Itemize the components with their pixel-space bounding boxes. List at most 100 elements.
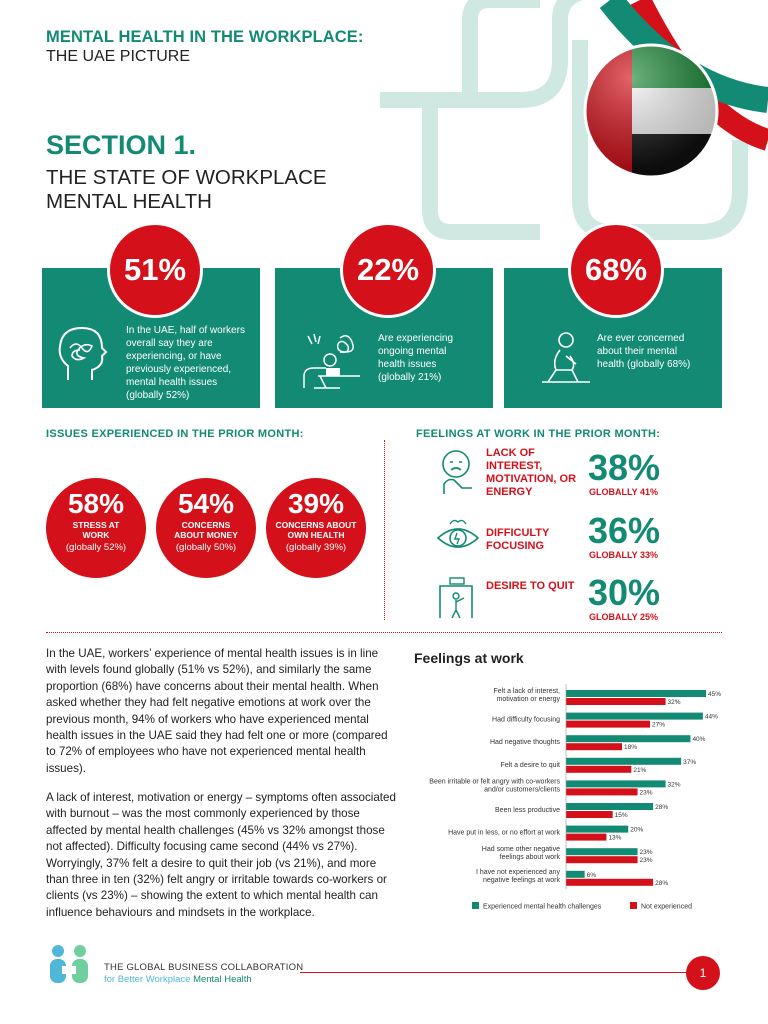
feeling-value: 38% xyxy=(588,447,661,488)
issue-label: STRESS AT WORK xyxy=(72,520,120,540)
feelings-heading: FEELINGS AT WORK IN THE PRIOR MONTH: xyxy=(416,428,661,440)
org-tagline: for Better Workplace Mental Health xyxy=(104,974,252,985)
feeling-label: DIFFICULTY FOCUSING xyxy=(486,527,550,552)
bar-value-label: 15% xyxy=(615,812,628,819)
category-label: I have not experienced any negative feeli… xyxy=(476,869,561,884)
category-label: Had difficulty focusing xyxy=(492,717,560,724)
issue-stress: 58% STRESS AT WORK (globally 52%) xyxy=(46,478,146,578)
body-paragraph-1: In the UAE, workers’ experience of menta… xyxy=(46,647,388,775)
legend-swatch xyxy=(630,902,637,909)
bar-value-label: 32% xyxy=(668,781,681,788)
uae-flag-ball-icon xyxy=(583,43,719,179)
bar-experienced xyxy=(566,712,703,720)
footer-line xyxy=(300,972,692,973)
issue-global: (globally 39%) xyxy=(285,542,347,553)
category-label: Felt a desire to quit xyxy=(500,762,560,769)
tired-person-icon xyxy=(442,450,472,494)
bar-value-label: 37% xyxy=(683,759,696,766)
issue-label: CONCERNS ABOUT OWN HEALTH xyxy=(275,520,357,540)
issue-label: CONCERNS ABOUT MONEY xyxy=(174,520,238,540)
issues-heading: ISSUES EXPERIENCED IN THE PRIOR MONTH: xyxy=(46,428,304,440)
bar-value-label: 45% xyxy=(708,691,721,698)
org-tagline-part-a: for Better Workplace xyxy=(104,974,191,985)
bar-value-label: 23% xyxy=(640,849,653,856)
bar-experienced xyxy=(566,735,691,743)
feeling-value: 36% xyxy=(588,510,661,551)
category-label: Have put in less, or no effort at work xyxy=(448,830,560,837)
category-label: Had some other negative feelings about wo… xyxy=(482,846,561,861)
exit-door-icon xyxy=(439,577,473,619)
bar-not-experienced xyxy=(566,765,632,773)
legend-label: Experienced mental health challenges xyxy=(483,904,602,911)
document-subtitle: THE UAE PICTURE xyxy=(46,48,191,65)
issue-health: 39% CONCERNS ABOUT OWN HEALTH (globally … xyxy=(266,478,366,578)
section-title: THE STATE OF WORKPLACE MENTAL HEALTH xyxy=(46,166,327,213)
stat-value-2: 22% xyxy=(340,222,436,318)
org-name: THE GLOBAL BUSINESS COLLABORATION xyxy=(104,962,304,973)
bar-experienced xyxy=(566,803,654,810)
feeling-label: LACK OF INTEREST, MOTIVATION, OR ENERGY xyxy=(486,447,577,498)
section-number: SECTION 1. xyxy=(46,130,197,160)
feeling-global: GLOBALLY 25% xyxy=(589,612,659,622)
issue-value: 39% xyxy=(287,488,345,519)
stat-value-3: 68% xyxy=(568,222,664,318)
bar-experienced xyxy=(566,780,666,788)
bar-not-experienced xyxy=(566,720,650,728)
bar-value-label: 20% xyxy=(630,827,643,834)
issue-global: (globally 50%) xyxy=(175,542,237,553)
bar-not-experienced xyxy=(566,856,638,864)
feeling-global: GLOBALLY 33% xyxy=(589,550,659,560)
bar-value-label: 40% xyxy=(692,736,705,743)
bar-value-label: 18% xyxy=(624,744,637,751)
bar-not-experienced xyxy=(566,833,607,841)
bar-value-label: 28% xyxy=(655,880,668,887)
issue-money: 54% CONCERNS ABOUT MONEY (globally 50%) xyxy=(156,478,256,578)
bar-value-label: 13% xyxy=(608,835,621,842)
bar-experienced xyxy=(566,757,682,765)
eye-icon xyxy=(436,519,480,548)
bar-value-label: 44% xyxy=(705,714,718,721)
issue-global: (globally 52%) xyxy=(65,542,127,553)
bar-experienced xyxy=(566,825,629,833)
bar-value-label: 28% xyxy=(655,804,668,811)
legend-label: Not experienced xyxy=(641,904,692,911)
bar-experienced xyxy=(566,848,638,856)
bar-value-label: 6% xyxy=(587,872,597,879)
issue-value: 58% xyxy=(67,488,125,519)
feeling-value: 30% xyxy=(588,572,661,613)
bar-not-experienced xyxy=(566,811,613,818)
feelings-bar-chart: Felt a lack of interest, motivation or en… xyxy=(429,684,721,911)
sad-person-icon xyxy=(542,332,590,383)
separator xyxy=(46,632,722,633)
gbc-logo-icon xyxy=(50,945,88,983)
bar-not-experienced xyxy=(566,698,666,705)
chart-title: Feelings at work xyxy=(414,650,524,666)
body-paragraph-2: A lack of interest, motivation or energy… xyxy=(46,791,396,919)
bar-value-label: 27% xyxy=(652,722,665,729)
bar-value-label: 23% xyxy=(640,789,653,796)
head-scribble-icon xyxy=(58,326,108,380)
stat-text-2: Are experiencing ongoing mental health i… xyxy=(378,333,454,383)
category-label: Had negative thoughts xyxy=(490,739,561,746)
feeling-global: GLOBALLY 41% xyxy=(589,487,659,497)
page-number: 1 xyxy=(686,956,720,990)
issue-value: 54% xyxy=(177,488,235,519)
divider xyxy=(384,440,385,620)
stat-text-3: Are ever concerned about their mental he… xyxy=(597,333,691,370)
bar-value-label: 23% xyxy=(640,857,653,864)
legend-swatch xyxy=(472,902,479,909)
bar-experienced xyxy=(566,870,585,878)
bar-not-experienced xyxy=(566,743,622,751)
bar-not-experienced xyxy=(566,878,654,886)
bar-value-label: 32% xyxy=(668,699,681,706)
document-title: MENTAL HEALTH IN THE WORKPLACE: xyxy=(46,28,364,46)
org-tagline-part-b: Mental Health xyxy=(193,974,252,985)
stat-value-1: 51% xyxy=(107,222,203,318)
category-label: Been less productive xyxy=(495,807,560,814)
category-label: Felt a lack of interest, motivation or en… xyxy=(493,688,560,703)
category-label: Been irritable or felt angry with co-wor… xyxy=(429,778,560,793)
bar-experienced xyxy=(566,690,706,697)
stressed-worker-icon xyxy=(303,333,360,389)
feeling-label: DESIRE TO QUIT xyxy=(486,580,575,592)
stat-text-1: In the UAE, half of workers overall say … xyxy=(126,325,245,401)
